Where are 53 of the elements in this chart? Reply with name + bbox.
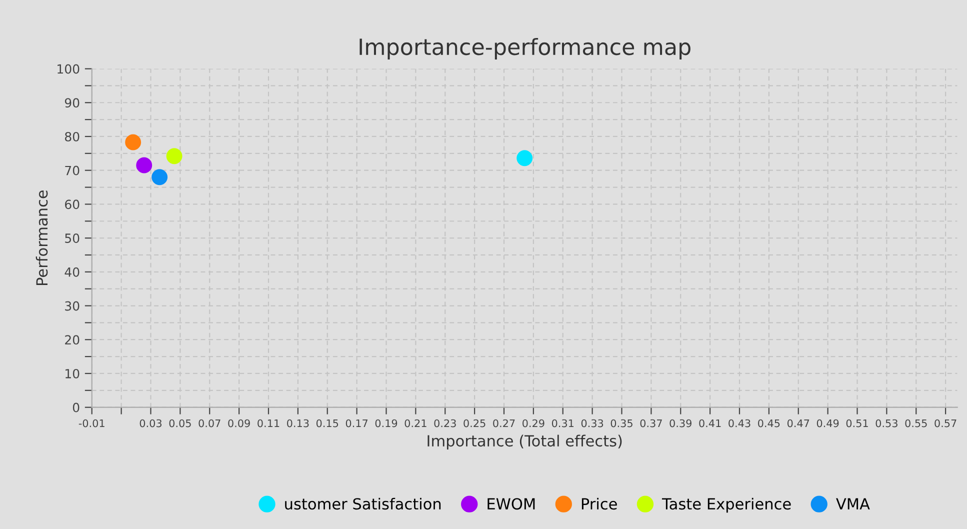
chart-title: Importance-performance map [360,38,690,60]
x-tick-label: -0.01 [78,419,104,428]
x-axis-title: Importance (Total effects) [428,434,622,450]
point [125,134,142,150]
point [516,150,533,166]
y-tick-label: 10 [66,368,80,378]
x-tick-label: 0.25 [464,419,486,428]
x-tick-label: 0.35 [610,419,632,428]
legend-label: EWOM [488,498,535,510]
y-tick-label: 100 [58,64,80,74]
point [136,157,152,174]
y-tick-label: 30 [65,301,80,311]
x-tick-label: 0.43 [728,419,750,428]
x-tick-label: 0.03 [140,419,162,428]
y-tick-label: 90 [64,98,80,108]
y-tick-label: 50 [65,234,80,243]
y-tick-label: 80 [65,132,80,142]
x-tick-label: 0.23 [434,419,456,428]
x-tick-label: 0.11 [258,419,280,428]
legend-label: Price [582,498,617,510]
point [166,148,182,164]
x-tick-label: 0.39 [670,419,692,428]
x-tick-label: 0.45 [758,419,780,428]
x-tick-label: 0.17 [346,419,368,428]
x-tick-label: 0.57 [934,419,956,428]
x-tick-label: 0.31 [552,419,574,428]
x-tick-label: 0.51 [846,419,868,428]
y-axis-title: Performance [36,190,48,285]
y-tick-label: 70 [65,166,80,176]
legend-label: Taste Experience [662,498,791,513]
x-tick-label: 0.07 [198,419,220,428]
x-tick-label: 0.13 [287,419,309,428]
y-tick-label: 60 [65,200,80,210]
legend-label: VMA [836,498,870,510]
x-tick-label: 0.53 [876,419,898,428]
x-tick-label: 0.47 [787,419,810,428]
x-tick-label: 0.33 [581,419,604,428]
y-tick-label: 40 [64,267,80,277]
x-tick-label: 0.37 [640,419,662,428]
x-tick-label: 0.05 [169,419,191,428]
legend-label: ustomer Satisfaction [285,498,441,510]
x-tick-label: 0.19 [375,419,398,428]
x-tick-label: 0.29 [522,419,544,428]
x-tick-label: 0.27 [493,419,515,428]
x-tick-label: 0.21 [404,419,426,428]
x-tick-label: 0.49 [816,419,839,428]
y-tick-label: 20 [65,335,80,345]
x-tick-label: 0.55 [905,419,927,428]
x-tick-label: 0.15 [316,419,338,428]
x-tick-label: 0.41 [699,419,721,428]
y-tick-label: 0 [72,402,80,412]
point [152,169,168,186]
x-tick-label: 0.09 [228,419,250,428]
